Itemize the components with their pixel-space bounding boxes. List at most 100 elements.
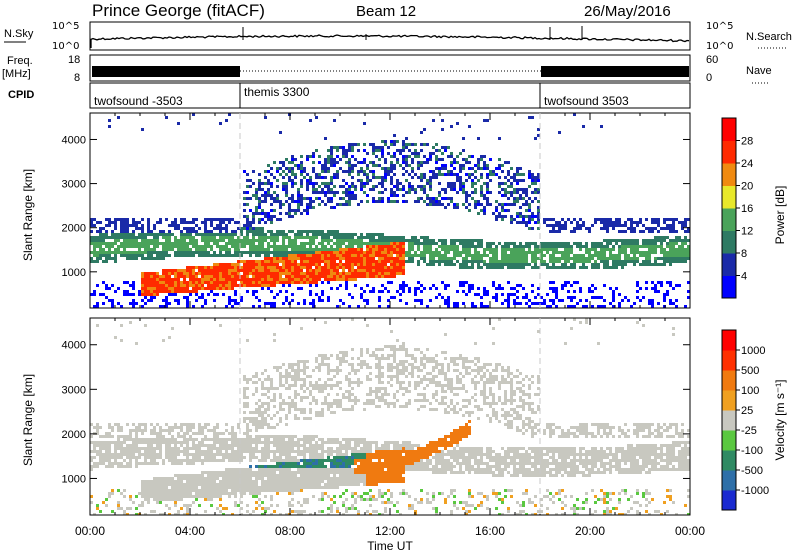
power-cell [306, 179, 309, 182]
velocity-cell [150, 459, 153, 462]
velocity-cell [162, 495, 165, 498]
power-cell [213, 281, 216, 284]
power-cell [444, 251, 447, 254]
power-cell [537, 176, 540, 179]
power-cell [264, 170, 267, 173]
power-cell [174, 227, 177, 230]
power-cell [426, 236, 429, 239]
power-cell [486, 164, 489, 167]
power-cell [657, 230, 660, 233]
velocity-cell [132, 423, 135, 426]
power-cell [207, 293, 210, 296]
power-cell [273, 272, 276, 275]
power-cell [444, 260, 447, 263]
power-cell [348, 242, 351, 245]
power-cell [483, 260, 486, 263]
power-cell [288, 203, 291, 206]
power-cell [291, 182, 294, 185]
velocity-cell [120, 456, 123, 459]
power-cell [261, 233, 264, 236]
power-cell [513, 203, 516, 206]
power-cell [591, 248, 594, 251]
power-cell [168, 233, 171, 236]
power-cell [588, 254, 591, 257]
power-cell [519, 215, 522, 218]
power-cell [453, 182, 456, 185]
velocity-cell [117, 489, 120, 492]
velocity-cell [210, 471, 213, 474]
power-cell [132, 293, 135, 296]
power-cell [378, 245, 381, 248]
power-cell [228, 269, 231, 272]
power-cell [150, 293, 153, 296]
power-cell [114, 248, 117, 251]
power-cell [474, 293, 477, 296]
power-cell [591, 263, 594, 266]
velocity-cell [201, 438, 204, 441]
power-cell [615, 221, 618, 224]
power-cell [468, 245, 471, 248]
power-cell [270, 284, 273, 287]
power-cell [267, 194, 270, 197]
power-cell [459, 266, 462, 269]
power-cell [480, 176, 483, 179]
power-cell [579, 242, 582, 245]
velocity-cell [135, 342, 138, 345]
velocity-cell [225, 456, 228, 459]
power-cell [444, 287, 447, 290]
power-cell [192, 251, 195, 254]
velocity-cell [144, 447, 147, 450]
power-cell [261, 248, 264, 251]
power-cell [384, 263, 387, 266]
velocity-heatmap [90, 318, 690, 515]
power-cell [474, 170, 477, 173]
power-cell [474, 254, 477, 257]
power-cell [276, 254, 279, 257]
velocity-cell [246, 480, 249, 483]
power-cell [618, 305, 621, 308]
power-cell [444, 206, 447, 209]
power-cell [507, 248, 510, 251]
velocity-cell [144, 324, 147, 327]
power-cell [162, 257, 165, 260]
power-cell [639, 230, 642, 233]
velocity-cell [213, 480, 216, 483]
velocity-cell [147, 450, 150, 453]
power-cell [408, 254, 411, 257]
velocity-cell [108, 459, 111, 462]
velocity-cell [165, 447, 168, 450]
power-cell [435, 143, 438, 146]
power-cell [450, 263, 453, 266]
power-cell [189, 251, 192, 254]
power-cell [273, 281, 276, 284]
velocity-cell [126, 462, 129, 465]
velocity-cell [195, 456, 198, 459]
velocity-cell [168, 483, 171, 486]
power-cell [330, 197, 333, 200]
power-cell [372, 146, 375, 149]
power-cell [366, 182, 369, 185]
power-cell [528, 176, 531, 179]
power-cell [189, 281, 192, 284]
power-cell [444, 239, 447, 242]
power-cell [552, 245, 555, 248]
power-cell [312, 152, 315, 155]
power-cell [525, 194, 528, 197]
power-cell [282, 182, 285, 185]
power-cell [573, 230, 576, 233]
power-cell [435, 173, 438, 176]
power-cell [513, 251, 516, 254]
power-cell [675, 305, 678, 308]
power-cell [357, 239, 360, 242]
power-cell [117, 287, 120, 290]
velocity-cell [201, 480, 204, 483]
power-cell [261, 200, 264, 203]
velocity-cell [135, 447, 138, 450]
power-cell [366, 248, 369, 251]
power-cell [519, 194, 522, 197]
power-cell [627, 239, 630, 242]
power-cell [630, 218, 633, 221]
power-cell [216, 218, 219, 221]
power-cell [333, 161, 336, 164]
velocity-cell [102, 459, 105, 462]
